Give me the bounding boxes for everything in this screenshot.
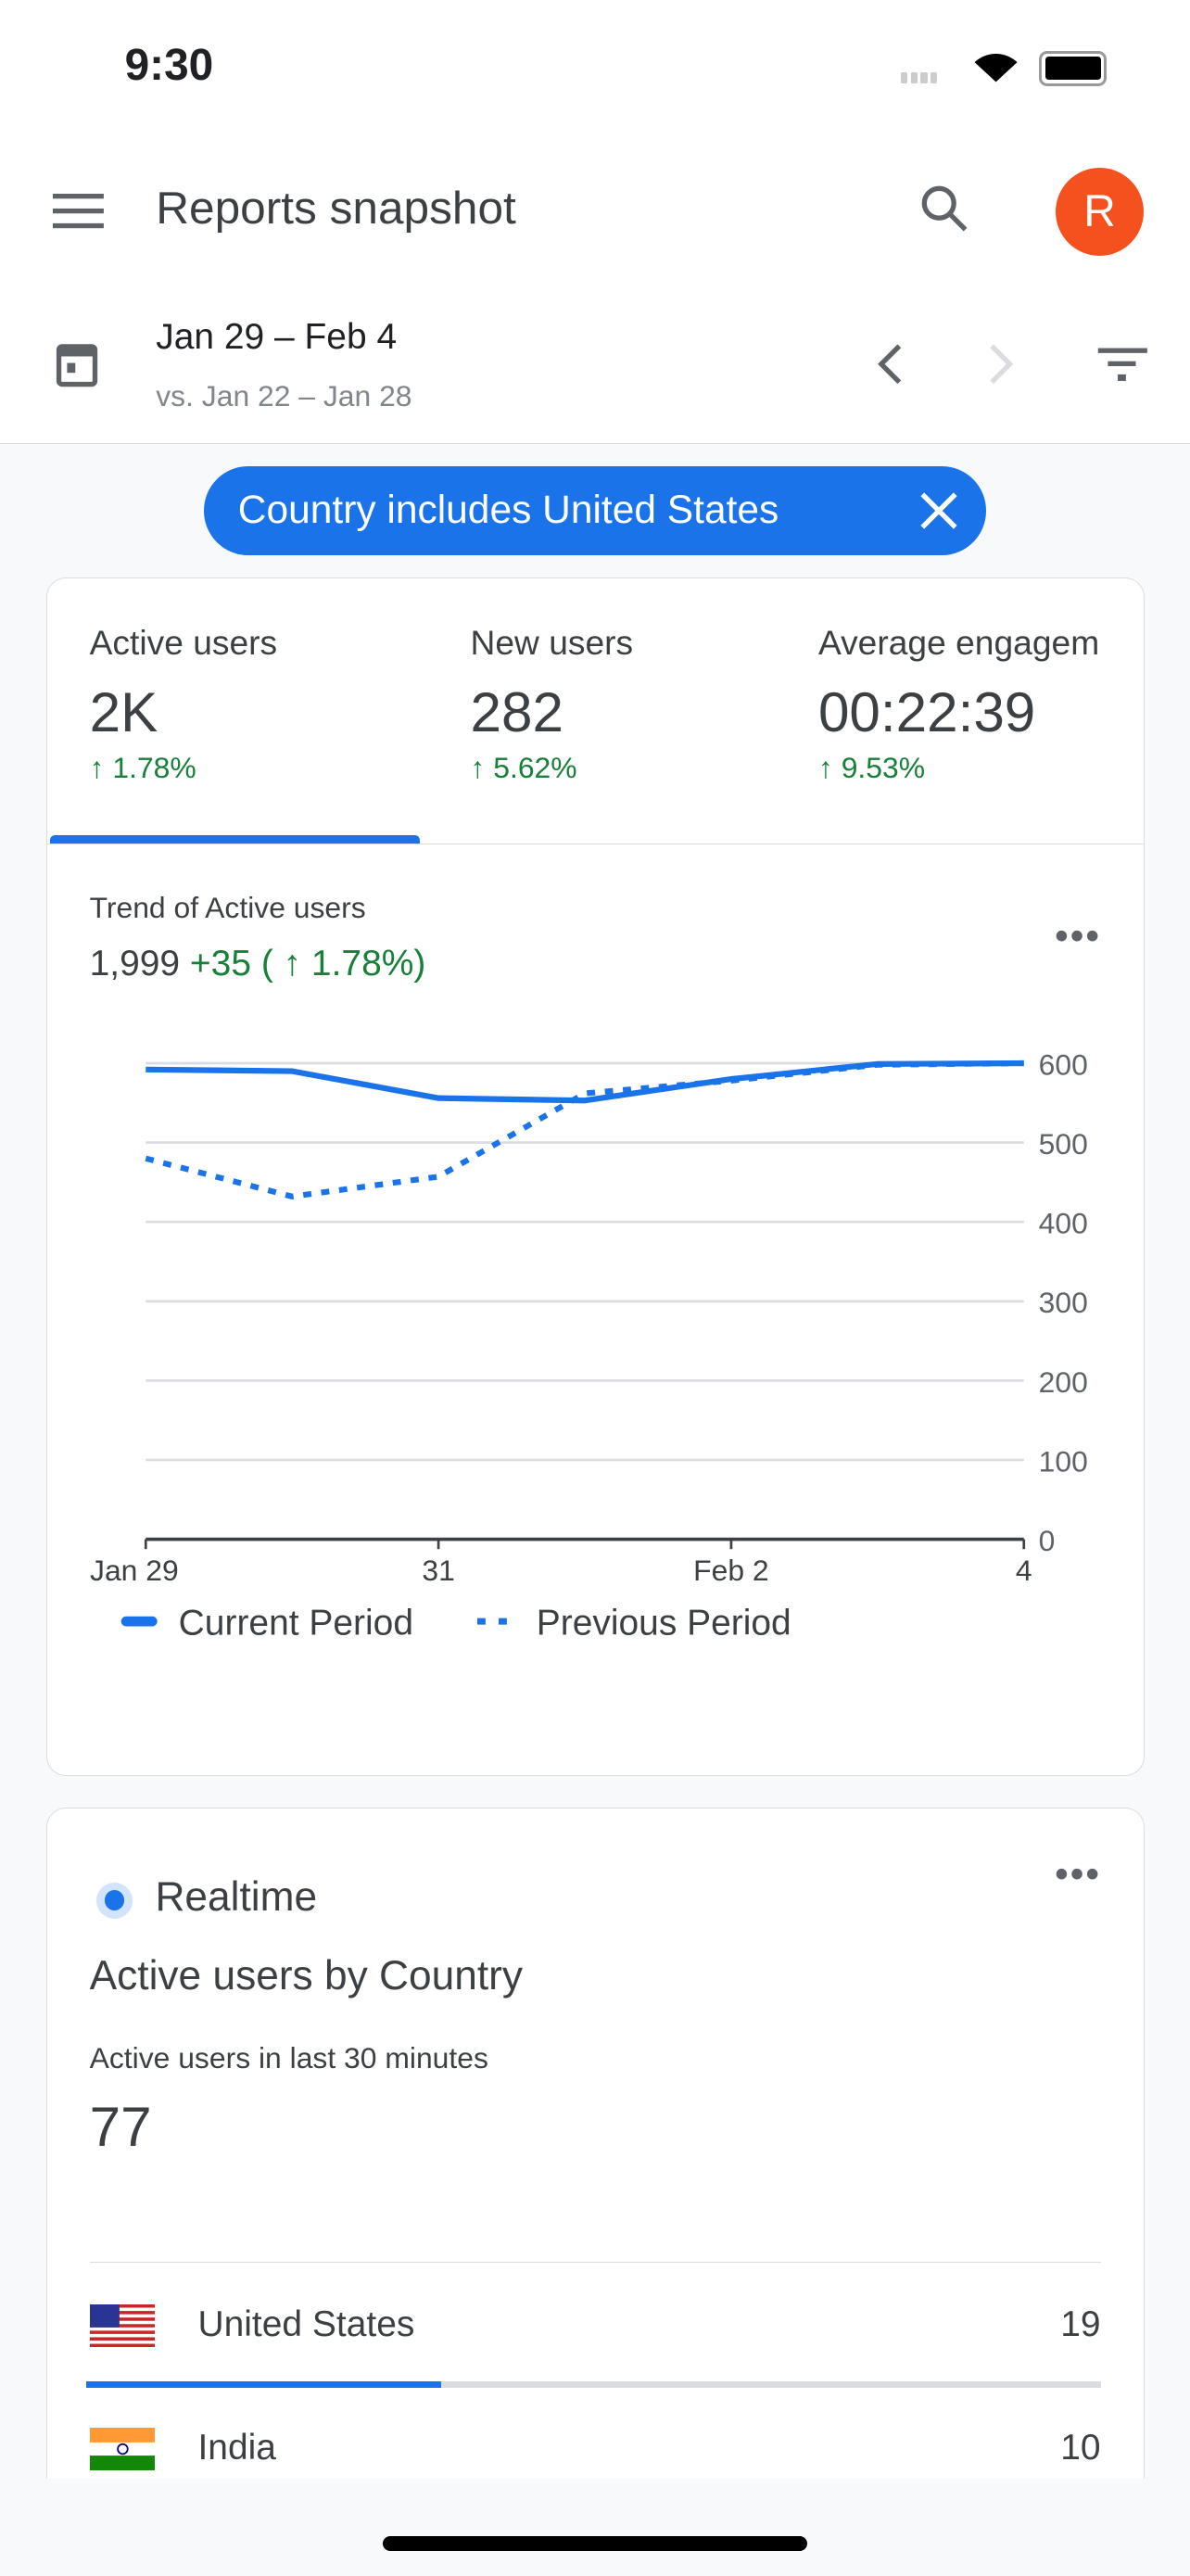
y-tick-label: 400 — [1038, 1206, 1087, 1239]
search-icon[interactable] — [919, 184, 972, 236]
more-options-icon[interactable]: ••• — [1055, 915, 1101, 959]
y-tick-label: 0 — [1038, 1524, 1055, 1557]
country-count: 19 — [1060, 2304, 1100, 2345]
country-row-india[interactable]: India 10 — [90, 2407, 1101, 2473]
series-line-current-period — [146, 1063, 1023, 1100]
y-tick-label: 300 — [1038, 1286, 1087, 1319]
metric-tab-new-users[interactable]: New users 282 ↑ 5.62% — [470, 623, 633, 785]
menu-icon[interactable] — [53, 194, 106, 230]
country-share-fill — [86, 2381, 441, 2388]
country-share-bar — [86, 2381, 1100, 2388]
wifi-icon — [971, 49, 1020, 85]
x-tick-label: Jan 29 — [90, 1554, 179, 1587]
metric-label: New users — [470, 623, 633, 663]
realtime-subtitle: Active users in last 30 minutes — [90, 2041, 488, 2075]
trend-summary: 1,999 +35 ( ↑ 1.78%) — [90, 944, 426, 984]
metric-tab-average-engagement[interactable]: Average engagem 00:22:39 ↑ 9.53% — [818, 623, 1099, 785]
divider — [47, 844, 1144, 845]
date-range[interactable]: Jan 29 – Feb 4 — [156, 317, 397, 358]
trend-title: Trend of Active users — [90, 891, 366, 925]
country-count: 10 — [1060, 2428, 1100, 2468]
home-indicator[interactable] — [383, 2536, 808, 2551]
realtime-dot-icon — [96, 1883, 133, 1919]
home-area — [0, 2479, 1190, 2575]
trend-delta: +35 ( ↑ 1.78%) — [190, 944, 425, 983]
realtime-badge: Realtime — [155, 1874, 317, 1921]
status-time: 9:30 — [125, 40, 214, 91]
us-flag-icon — [90, 2304, 156, 2347]
metric-value: 282 — [470, 679, 633, 744]
country-row-united-states[interactable]: United States 19 — [90, 2284, 1101, 2350]
metric-value: 2K — [90, 679, 278, 744]
close-icon[interactable] — [918, 489, 960, 532]
battery-icon — [1039, 51, 1107, 86]
realtime-value: 77 — [90, 2094, 152, 2159]
trend-total: 1,999 — [90, 944, 180, 983]
legend-previous-label: Previous Period — [536, 1603, 791, 1643]
metric-change: ↑ 1.78% — [90, 751, 278, 785]
y-tick-label: 200 — [1038, 1365, 1087, 1399]
app-bar: Reports snapshot R Jan 29 – Feb 4 vs. Ja… — [0, 132, 1190, 444]
x-tick-label: Feb 2 — [693, 1554, 768, 1587]
country-name: United States — [197, 2304, 414, 2345]
trend-chart: 600 500 400 300 200 100 0 Jan 29 31 Feb 2 4 Current… — [47, 1006, 1144, 1662]
metric-value: 00:22:39 — [818, 679, 1099, 744]
metric-change: ↑ 5.62% — [470, 751, 633, 785]
divider — [90, 2262, 1101, 2264]
legend-current-label: Current Period — [178, 1603, 412, 1643]
filter-icon[interactable] — [1096, 345, 1149, 385]
comparison-range: vs. Jan 22 – Jan 28 — [156, 379, 411, 413]
y-tick-label: 100 — [1038, 1444, 1087, 1478]
more-options-icon[interactable]: ••• — [1055, 1853, 1101, 1897]
realtime-title: Active users by Country — [90, 1953, 523, 1999]
series-line-previous-period — [146, 1063, 1023, 1197]
y-tick-label: 600 — [1038, 1047, 1087, 1081]
avatar[interactable]: R — [1056, 168, 1145, 257]
india-flag-icon — [90, 2428, 156, 2470]
x-tick-label: 4 — [1015, 1554, 1032, 1587]
metric-label: Average engagem — [818, 623, 1099, 663]
country-name: India — [197, 2428, 275, 2468]
chevron-right-icon[interactable] — [985, 341, 1018, 387]
x-tick-label: 31 — [422, 1554, 454, 1587]
calendar-icon[interactable] — [56, 338, 102, 387]
chevron-left-icon[interactable] — [873, 341, 905, 387]
page-title: Reports snapshot — [156, 181, 516, 235]
status-bar: 9:30 — [0, 0, 1190, 132]
selected-tab-indicator — [50, 835, 419, 844]
y-tick-label: 500 — [1038, 1127, 1087, 1161]
filter-chip-label: Country includes United States — [238, 489, 918, 533]
metrics-card: Active users 2K ↑ 1.78% New users 282 ↑ … — [46, 577, 1145, 1776]
realtime-card: Realtime ••• Active users by Country Act… — [46, 1808, 1145, 2576]
metric-change: ↑ 9.53% — [818, 751, 1099, 785]
metric-tab-active-users[interactable]: Active users 2K ↑ 1.78% — [90, 623, 278, 785]
filter-chip[interactable]: Country includes United States — [204, 466, 987, 555]
signal-icon — [901, 72, 937, 83]
metric-label: Active users — [90, 623, 278, 663]
